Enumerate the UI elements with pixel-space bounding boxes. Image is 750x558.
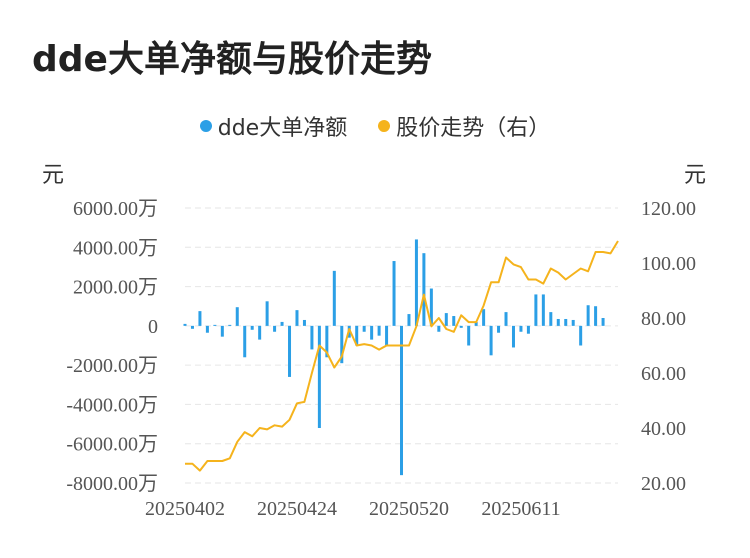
dde-bar bbox=[317, 325, 321, 428]
dde-bar bbox=[586, 305, 590, 326]
price-line bbox=[185, 240, 619, 472]
right-axis-unit: 元 bbox=[684, 163, 707, 188]
dde-bar bbox=[549, 312, 553, 326]
dde-bar bbox=[377, 325, 381, 336]
left-axis-tick-label: 2000.00万 bbox=[73, 277, 158, 299]
dde-bar bbox=[392, 261, 396, 326]
dde-bar bbox=[400, 325, 403, 476]
dde-bar bbox=[459, 325, 463, 328]
dde-bar bbox=[579, 325, 583, 346]
dde-bar bbox=[601, 318, 605, 326]
dde-bar bbox=[564, 318, 568, 326]
dde-bar bbox=[310, 325, 314, 350]
dde-bar bbox=[504, 312, 508, 326]
chart-legend: dde大单净额 股价走势（右） bbox=[0, 110, 750, 142]
left-axis-tick-label: -8000.00万 bbox=[66, 473, 158, 495]
dde-bar bbox=[414, 239, 418, 326]
dde-bar bbox=[258, 325, 262, 340]
dde-bar bbox=[429, 288, 433, 326]
dde-bar bbox=[519, 325, 523, 332]
dde-bar bbox=[288, 325, 292, 377]
dde-bar bbox=[183, 323, 187, 326]
dde-bar bbox=[556, 318, 560, 326]
dde-bar bbox=[467, 325, 471, 346]
dde-bar bbox=[265, 301, 269, 326]
dde-bar bbox=[220, 325, 224, 337]
left-axis-tick-label: 4000.00万 bbox=[73, 237, 158, 259]
left-axis-tick-label: 6000.00万 bbox=[73, 198, 158, 220]
dde-bar bbox=[273, 325, 277, 332]
dde-bar bbox=[370, 325, 374, 340]
dde-bar bbox=[295, 310, 299, 326]
dde-bar bbox=[385, 325, 389, 346]
dde-bar bbox=[437, 325, 441, 332]
dde-bar bbox=[526, 325, 530, 334]
dde-bar bbox=[332, 270, 336, 326]
legend-label-price: 股价走势（右） bbox=[396, 116, 551, 141]
dde-bar bbox=[228, 324, 232, 326]
dde-bar bbox=[511, 325, 515, 348]
dde-bar bbox=[280, 321, 284, 326]
right-axis-tick-label: 40.00 bbox=[641, 418, 686, 440]
x-axis-tick-label: 20250402 bbox=[145, 498, 225, 520]
chart-title: dde大单净额与股价走势 bbox=[32, 39, 432, 80]
dde-bar bbox=[474, 321, 478, 326]
dde-bar bbox=[243, 325, 247, 358]
x-axis-tick-label: 20250611 bbox=[481, 498, 560, 520]
legend-marker-dde bbox=[199, 120, 212, 132]
dde-bar bbox=[571, 319, 575, 326]
left-axis-tick-label: -4000.00万 bbox=[66, 394, 158, 416]
dde-bar bbox=[489, 325, 493, 356]
left-axis-tick-label: -6000.00万 bbox=[66, 434, 158, 456]
dde-bar bbox=[594, 306, 598, 326]
dde-bar bbox=[534, 294, 538, 326]
dde-bar bbox=[302, 319, 306, 326]
legend-label-dde: dde大单净额 bbox=[217, 116, 348, 141]
dde-bar bbox=[325, 325, 329, 358]
dde-bar bbox=[235, 307, 239, 326]
right-axis-tick-label: 100.00 bbox=[641, 253, 696, 275]
dde-bar bbox=[541, 294, 545, 326]
dde-bar bbox=[452, 316, 456, 326]
x-axis-tick-label: 20250520 bbox=[369, 498, 449, 520]
x-axis-tick-label: 20250424 bbox=[257, 498, 337, 520]
right-axis-tick-label: 120.00 bbox=[641, 198, 696, 220]
right-axis-tick-label: 60.00 bbox=[641, 363, 686, 385]
dde-bar bbox=[444, 313, 448, 326]
dde-bar bbox=[213, 324, 217, 326]
left-axis-tick-label: 0 bbox=[148, 316, 158, 338]
dde-bar bbox=[190, 325, 194, 329]
dde-bar bbox=[355, 325, 359, 346]
legend-item-dde[interactable]: dde大单净额 bbox=[199, 110, 348, 142]
left-axis-tick-label: -2000.00万 bbox=[66, 355, 158, 377]
dde-bar bbox=[198, 311, 202, 326]
legend-marker-price bbox=[378, 120, 391, 132]
dde-bar bbox=[482, 309, 486, 326]
right-axis-tick-label: 20.00 bbox=[641, 473, 686, 495]
left-axis-unit: 元 bbox=[42, 163, 65, 188]
dde-bar bbox=[407, 314, 411, 326]
right-axis-tick-label: 80.00 bbox=[641, 308, 686, 330]
dde-bar bbox=[205, 325, 209, 333]
dde-bar bbox=[250, 325, 254, 330]
dde-bar bbox=[340, 325, 344, 364]
dde-bar bbox=[362, 325, 366, 332]
dde-bar bbox=[422, 253, 426, 326]
dde-bar bbox=[497, 325, 501, 333]
legend-item-price[interactable]: 股价走势（右） bbox=[378, 110, 550, 142]
